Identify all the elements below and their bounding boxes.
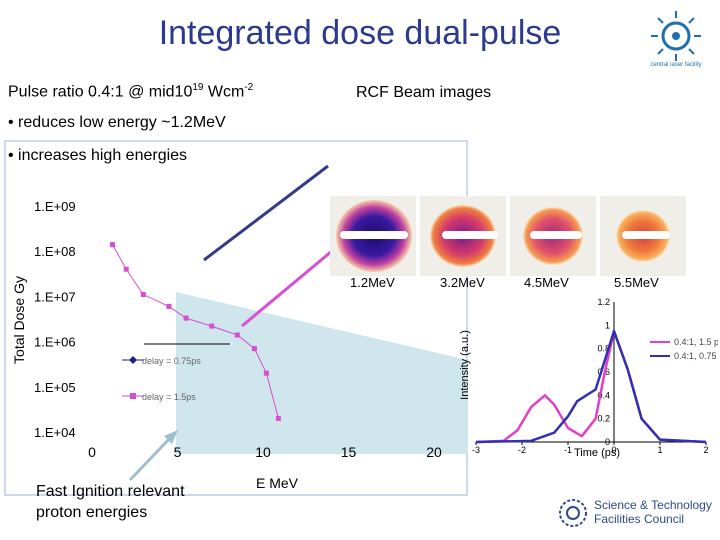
arrow-head-fast-ignition — [164, 430, 178, 444]
dose-y-tick-label: 1.E+09 — [34, 199, 76, 214]
fast-ignition-line-2: proton energies — [36, 504, 148, 521]
dose-y-axis-label: Total Dose Gy — [11, 276, 27, 364]
fast-ignition-caption: Fast Ignition relevant proton energies — [36, 481, 185, 523]
rcf-film-bar-1 — [340, 231, 408, 239]
rcf-label-4: 5.5MeV — [614, 275, 659, 290]
arrow-line-fast-ignition — [128, 434, 174, 482]
rcf-label-1: 1.2MeV — [350, 275, 395, 290]
dose-x-tick-label: 10 — [255, 444, 271, 460]
rcf-beam-images — [330, 196, 686, 276]
dose-x-tick-label: 15 — [341, 444, 357, 460]
intensity-x-tick-label: 0 — [611, 445, 616, 455]
bullet-reduces: • reduces low energy ~1.2MeV — [8, 114, 226, 131]
dose-y-tick-label: 1.E+06 — [34, 335, 76, 350]
intensity-x-tick-label: -3 — [472, 445, 480, 455]
intensity-series-line-0 — [475, 329, 707, 444]
legend-label-int-0: 0.4:1, 1.5 ps — [674, 337, 718, 347]
dose-chart-frame — [4, 140, 468, 496]
rcf-film-bar-4 — [622, 231, 670, 239]
dose-point — [110, 242, 116, 248]
intensity-y-tick-label: 0 — [605, 437, 610, 447]
fast-ignition-shade — [176, 292, 468, 454]
intensity-x-tick-label: 2 — [703, 445, 708, 455]
stfc-logo-icon — [559, 499, 587, 527]
dose-point — [209, 323, 215, 329]
rcf-film-bar-2 — [442, 231, 498, 239]
pulse-ratio-text: Pulse ratio 0.4:1 @ mid1019 Wcm-2 — [8, 82, 254, 101]
dose-y-tick-label: 1.E+05 — [34, 380, 76, 395]
intensity-x-tick-label: -2 — [518, 445, 526, 455]
stfc-logo-text: Science & Technology Facilities Council — [594, 498, 712, 526]
intensity-x-tick-label: 1 — [657, 445, 662, 455]
dose-y-tick-label: 1.E+04 — [34, 425, 76, 440]
dose-series-line-1 — [112, 244, 279, 419]
dose-y-tick-label: 1.E+08 — [34, 244, 76, 259]
dose-point — [140, 292, 146, 298]
legend-marker-square — [130, 393, 136, 399]
time-axis-label: Time (ps) — [574, 447, 620, 459]
legend-label-1: delay = 1.5ps — [142, 392, 196, 402]
rcf-heading: RCF Beam images — [356, 84, 492, 101]
dose-chart: 1.E+04 1.E+05 1.E+06 1.E+07 1.E+08 1.E+09 0 5 10… — [11, 199, 468, 491]
rcf-film-bar-3 — [530, 231, 582, 239]
intensity-axis-label: Intensity (a.u.) — [459, 330, 471, 400]
dose-point — [251, 346, 257, 352]
rcf-label-2: 3.2MeV — [440, 275, 485, 290]
dose-point — [183, 315, 189, 321]
dose-x-tick-label: 0 — [88, 444, 96, 460]
arrow-line-blue — [203, 164, 329, 262]
fast-ignition-line-1: Fast Ignition relevant — [36, 483, 185, 500]
legend-label-0: delay = 0.75ps — [142, 356, 201, 366]
dose-point — [123, 266, 129, 272]
dose-point — [263, 370, 269, 376]
slide-title: Integrated dose dual-pulse — [158, 14, 562, 52]
arrow-line-pink — [241, 244, 339, 328]
intensity-x-tick-label: -1 — [564, 445, 572, 455]
footer-line-2: Facilities Council — [594, 512, 685, 526]
rcf-images — [330, 196, 710, 281]
intensity-y-tick-label: 1.2 — [597, 297, 610, 307]
dose-point — [275, 415, 281, 421]
dose-y-tick-label: 1.E+07 — [34, 289, 76, 304]
footer-line-1: Science & Technology — [594, 498, 712, 512]
intensity-y-tick-label: 1 — [605, 320, 610, 330]
rcf-label-3: 4.5MeV — [524, 275, 569, 290]
central-laser-facility-logo: central laser facility — [650, 11, 702, 68]
dose-x-tick-label: 20 — [426, 444, 442, 460]
legend: delay = 0.75ps delay = 1.5ps — [122, 356, 201, 402]
intensity-y-tick-label: 0.8 — [597, 344, 610, 354]
intensity-y-tick-label: 0.2 — [597, 414, 610, 424]
bullet-increases: • increases high energies — [8, 147, 188, 164]
legend-label-int-1: 0.4:1, 0.75 ps — [674, 351, 718, 361]
intensity-legend: 0.4:1, 1.5 ps 0.4:1, 0.75 ps — [650, 337, 718, 361]
logo-text: central laser facility — [650, 62, 701, 68]
intensity-series-line-1 — [475, 329, 707, 444]
dose-point — [234, 332, 240, 338]
intensity-y-tick-label: 0.4 — [597, 390, 610, 400]
dose-point — [166, 303, 172, 309]
legend-marker-diamond — [129, 356, 137, 364]
dose-x-tick-label: 5 — [174, 444, 182, 460]
dose-x-axis-label: E MeV — [256, 475, 299, 491]
